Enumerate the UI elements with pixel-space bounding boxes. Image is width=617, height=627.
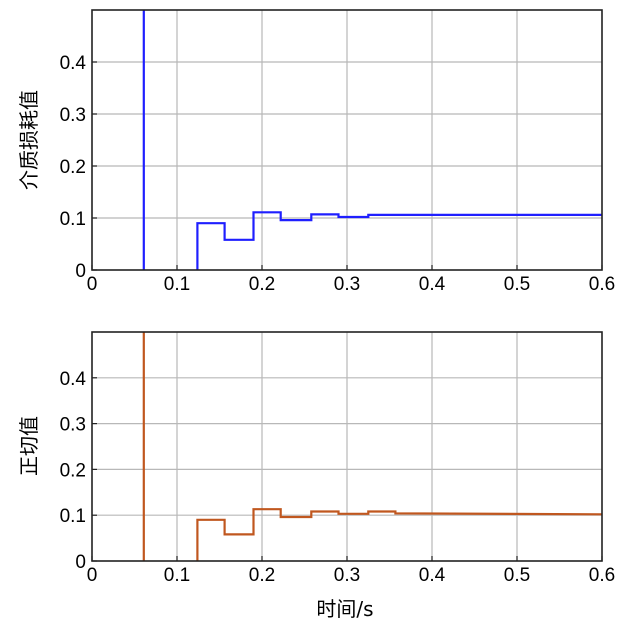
y-tick-label: 0.4	[60, 53, 87, 74]
series-line	[142, 332, 603, 561]
x-tick-label: 0.5	[504, 565, 530, 586]
x-tick-label: 0.2	[249, 565, 275, 586]
x-tick-label: 0.2	[249, 274, 275, 295]
x-tick-label: 0.6	[589, 565, 615, 586]
x-tick-label: 0	[87, 274, 98, 295]
x-tick-label: 0.4	[419, 565, 446, 586]
y-tick-label: 0.2	[60, 157, 86, 178]
bottom-chart-tangent: 0 0.1 0.2 0.3 0.4 0.5 0.6 0 0.1 0.2 0.3 0.4 正切值	[17, 331, 615, 586]
x-tick-label: 0.3	[334, 274, 360, 295]
y-tick-label: 0.1	[60, 506, 86, 527]
y-axis-label: 正切值	[17, 416, 41, 476]
y-tick-label: 0.3	[60, 415, 86, 436]
y-tick-label: 0	[75, 261, 86, 282]
x-tick-label: 0.5	[504, 274, 530, 295]
x-tick-label: 0.1	[164, 565, 190, 586]
y-tick-label: 0.2	[60, 460, 86, 481]
series-line	[142, 10, 602, 270]
x-tick-label: 0.4	[419, 274, 446, 295]
y-tick-label: 0.3	[60, 105, 86, 126]
x-axis-label: 时间/s	[316, 597, 373, 621]
x-tick-label: 0	[87, 565, 98, 586]
y-tick-label: 0	[75, 552, 86, 573]
y-tick-label: 0.1	[60, 209, 86, 230]
x-tick-label: 0.1	[164, 274, 190, 295]
x-tick-label: 0.3	[334, 565, 360, 586]
y-axis-label: 介质损耗值	[17, 90, 41, 190]
y-tick-label: 0.4	[60, 369, 87, 390]
top-chart-dielectric-loss: 0 0.1 0.2 0.3 0.4 0.5 0.6 0 0.1 0.2 0.3 0.4 介质损耗值	[17, 9, 615, 295]
x-tick-label: 0.6	[589, 274, 615, 295]
